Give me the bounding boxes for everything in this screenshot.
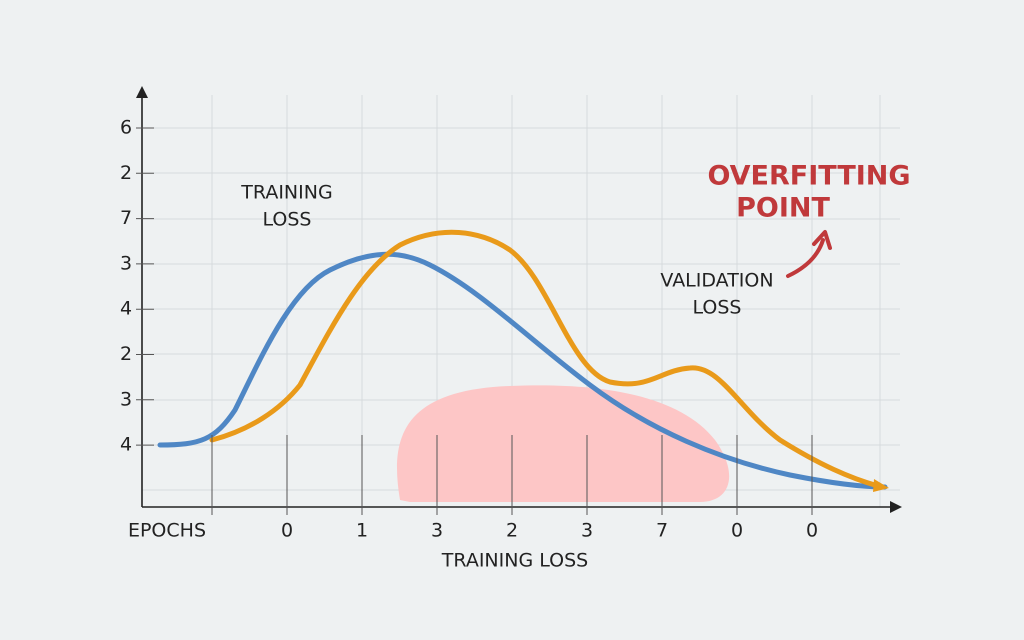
x-axis-title: EPOCHS xyxy=(128,520,206,542)
validation-label: LOSS xyxy=(693,297,742,319)
y-tick-label: 2 xyxy=(120,343,132,365)
training-label: TRAINING xyxy=(240,182,332,204)
y-tick-label: 3 xyxy=(120,252,132,274)
training-label: LOSS xyxy=(263,209,312,231)
y-tick-label: 4 xyxy=(120,434,132,456)
x-axis-caption: TRAINING LOSS xyxy=(441,550,588,572)
y-tick-label: 4 xyxy=(120,298,132,320)
x-tick-label: 0 xyxy=(731,520,743,542)
x-tick-label: 3 xyxy=(581,520,593,542)
overfit-arrow xyxy=(786,238,825,278)
grid xyxy=(142,95,900,507)
overfit-label: POINT xyxy=(736,193,830,224)
validation-label: VALIDATION xyxy=(660,270,773,292)
x-tick-label: 7 xyxy=(656,520,668,542)
validation-curve xyxy=(209,229,881,489)
x-tick-label: 1 xyxy=(356,520,368,542)
y-tick-label: 7 xyxy=(120,207,132,229)
x-tick-label: 2 xyxy=(506,520,518,542)
y-tick-label: 6 xyxy=(120,117,132,139)
overfit-label: OVERFITTING xyxy=(707,161,910,192)
y-axis-arrow xyxy=(136,86,148,98)
x-tick-label: 3 xyxy=(431,520,443,542)
x-tick-label: 0 xyxy=(281,520,293,542)
validation-arrow xyxy=(873,479,889,492)
overfit-region xyxy=(397,385,730,502)
overfit-arrow-head xyxy=(812,230,832,250)
x-axis-arrow xyxy=(890,501,902,513)
y-tick-label: 3 xyxy=(120,388,132,410)
x-tick-label: 0 xyxy=(806,520,818,542)
training-curve xyxy=(157,251,888,490)
y-tick-label: 2 xyxy=(120,162,132,184)
